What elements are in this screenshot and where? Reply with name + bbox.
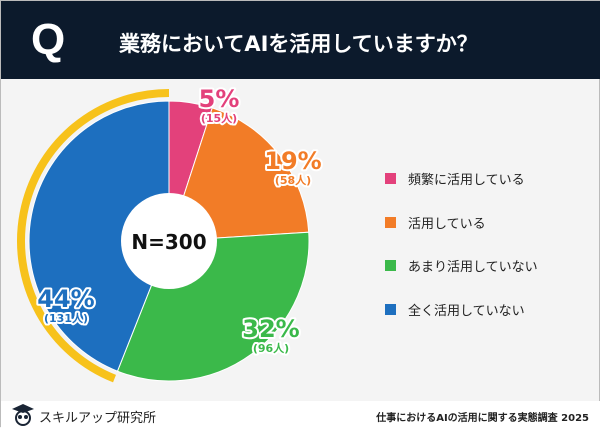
pct-label: 19% bbox=[264, 147, 321, 175]
legend-swatch bbox=[385, 260, 396, 272]
legend-item: あまり活用していない bbox=[385, 244, 538, 288]
question-title: 業務においてAIを活用していますか？ bbox=[119, 32, 478, 56]
owl-logo-icon bbox=[12, 404, 34, 426]
brand-name: スキルアップ研究所 bbox=[39, 411, 157, 426]
pie-slice bbox=[28, 100, 170, 372]
legend-swatch bbox=[385, 216, 396, 228]
footer: スキルアップ研究所 仕事におけるAIの活用に関する実態調査 2025 bbox=[1, 401, 600, 428]
legend-label: あまり活用していない bbox=[408, 260, 538, 276]
legend-item: 活用している bbox=[385, 201, 538, 245]
pct-label: 5% bbox=[199, 85, 240, 113]
legend-item: 全く活用していない bbox=[385, 288, 538, 332]
highlight-ring bbox=[17, 89, 170, 383]
count-label: (15人) bbox=[201, 111, 237, 125]
question-header: Q 業務においてAIを活用していますか？ bbox=[1, 1, 600, 79]
count-label: (96人) bbox=[253, 341, 289, 355]
q-mark: Q bbox=[31, 15, 66, 64]
legend-label: 頻繁に活用している bbox=[408, 173, 525, 189]
legend-swatch bbox=[385, 173, 396, 185]
pct-label: 32% bbox=[242, 315, 299, 343]
center-label: N=300 bbox=[131, 230, 206, 254]
count-label: (131人) bbox=[44, 311, 88, 325]
legend-label: 全く活用していない bbox=[408, 303, 525, 319]
center-hole bbox=[121, 193, 217, 289]
pct-label: 44% bbox=[37, 285, 94, 313]
source-note: 仕事におけるAIの活用に関する実態調査 2025 bbox=[376, 413, 589, 424]
pie-slice bbox=[168, 107, 310, 242]
legend: 頻繁に活用している 活用している あまり活用していない 全く活用していない bbox=[385, 157, 538, 331]
legend-item: 頻繁に活用している bbox=[385, 157, 538, 201]
pie-chart: N=300 5%(15人) 19%(58人) 32%(96人) 44%(131人) bbox=[17, 83, 324, 383]
legend-label: 活用している bbox=[408, 216, 486, 232]
count-label: (58人) bbox=[275, 173, 311, 187]
legend-swatch bbox=[385, 303, 396, 315]
